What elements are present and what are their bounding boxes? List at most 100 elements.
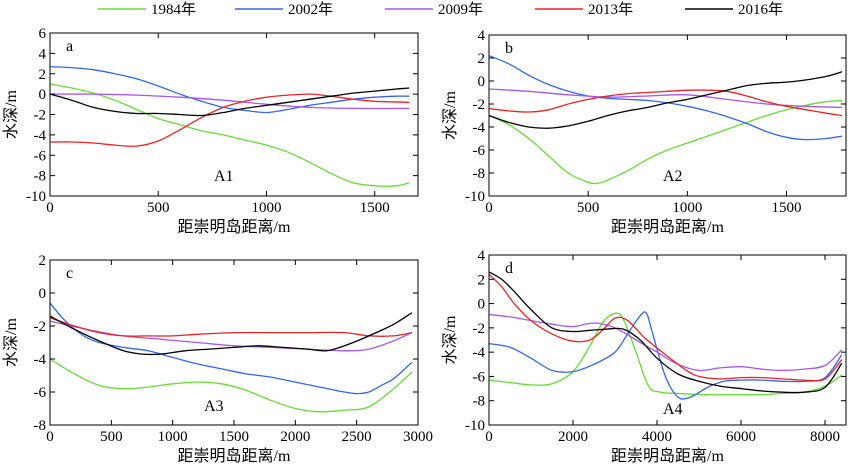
x-tick-label: 500 [147,200,170,216]
series-line-2013年 [489,89,843,117]
series-line-2002年 [489,311,843,400]
y-tick-label: -2 [34,108,47,124]
series-line-2016年 [489,71,843,129]
plot-frame [488,34,847,197]
y-tick-label: -8 [34,169,47,185]
plot-frame [49,259,419,426]
legend-entry: 2016年 [685,1,783,18]
x-tick-label: 1000 [158,429,188,445]
series-line-2016年 [489,271,843,394]
series-line-2002年 [50,302,413,395]
series-group [50,302,413,413]
x-tick-label: 0 [485,200,493,216]
x-axis-label: 距崇明岛距离/m [178,218,291,236]
x-axis-label: 距崇明岛距离/m [178,447,291,465]
site-label: A2 [663,168,683,185]
x-axis-label: 距崇明岛距离/m [611,447,724,465]
x-tick-label: 1000 [672,200,702,216]
y-tick-label: -4 [473,120,486,136]
series-line-2009年 [50,93,410,110]
panel-letter: a [66,38,73,55]
y-tick-label: -2 [473,97,486,113]
series-line-2002年 [489,55,843,141]
y-tick-label: -6 [34,148,47,164]
series-group [489,271,843,400]
plot-frame [49,32,419,197]
plot-frame [488,254,847,426]
panels: 0 500 1000 1500 6 4 2 0 -2 -4 -6 -8 -10 距崇明岛距离/m 水深/m a… [2,26,847,465]
y-tick-label: -8 [473,394,486,410]
y-tick-label: -6 [473,143,486,159]
x-tick-label: 1000 [251,200,281,216]
panel-letter: d [505,260,513,277]
site-label: A4 [663,401,683,418]
series-line-1984年 [50,83,410,187]
y-axis-label: 水深/m [441,91,459,140]
series-line-2009年 [50,320,413,352]
y-tick-label: 0 [39,87,47,103]
x-tick-label: 2000 [558,429,588,445]
series-line-2016年 [50,87,410,117]
legend-label: 2016年 [738,1,783,18]
y-tick-label: -2 [473,321,486,337]
series-group [50,65,410,187]
x-tick-label: 2000 [280,429,310,445]
legend-entry: 1984年 [98,1,196,18]
x-tick-label: 0 [46,200,54,216]
y-tick-label: -6 [473,369,486,385]
series-line-2009年 [489,313,843,372]
y-tick-label: -2 [34,319,47,335]
x-tick-label: 2500 [342,429,372,445]
panel-letter: c [66,265,73,282]
y-tick-label: -8 [34,418,47,434]
y-tick-label: 0 [478,297,486,313]
panel-letter: b [505,40,513,57]
y-tick-label: 4 [39,46,47,62]
legend-label: 2013年 [588,1,633,18]
x-tick-label: 8000 [810,429,840,445]
x-tick-label: 1500 [772,200,802,216]
x-tick-label: 4000 [642,429,672,445]
x-tick-label: 6000 [726,429,756,445]
x-tick-label: 3000 [403,429,433,445]
series-line-2016年 [50,312,413,356]
x-tick-label: 1500 [360,200,390,216]
y-tick-label: -4 [34,128,47,144]
y-tick-label: 2 [478,51,486,67]
y-tick-label: 4 [478,28,486,44]
x-tick-label: 500 [100,429,123,445]
legend-label: 2002年 [288,1,333,18]
y-tick-label: 2 [39,67,47,83]
y-tick-label: -8 [473,166,486,182]
series-line-1984年 [489,312,843,396]
series-line-2009年 [489,88,843,109]
y-axis-label: 水深/m [2,318,20,367]
site-label: A3 [204,398,224,415]
series-line-2013年 [50,93,410,147]
x-tick-label: 0 [485,429,493,445]
site-label: A1 [214,168,234,185]
series-line-2013年 [50,317,413,337]
legend-entry: 2002年 [235,1,333,18]
panel-c: 0 500 1000 1500 2000 2500 3000 2 0 -2 -4 -6 -8 距崇明岛距离… [2,253,433,465]
y-tick-label: 6 [39,26,47,42]
y-tick-label: -4 [473,345,486,361]
legend-label: 1984年 [151,1,196,18]
series-group [489,55,843,185]
series-line-1984年 [489,99,843,185]
y-tick-label: -4 [34,352,47,368]
y-axis-label: 水深/m [2,90,20,139]
x-axis-label: 距崇明岛距离/m [611,218,724,236]
x-tick-label: 0 [46,429,54,445]
y-tick-label: 0 [478,74,486,90]
y-tick-label: -6 [34,385,47,401]
y-tick-label: 2 [39,253,47,269]
x-tick-label: 1500 [219,429,249,445]
panel-d: 0 2000 4000 6000 8000 4 2 0 -2 -4 -6 -8 -10 距崇明岛距离/m 水… [441,248,847,465]
panel-b: 0 500 1000 1500 4 2 0 -2 -4 -6 -8 -10 距崇明岛距离/m 水深/m b A… [441,28,847,236]
y-tick-label: 4 [478,248,486,264]
series-line-1984年 [50,358,413,413]
legend: 1984年 2002年 2009年 2013年 2016年 [98,1,783,18]
y-tick-label: -10 [465,418,485,434]
